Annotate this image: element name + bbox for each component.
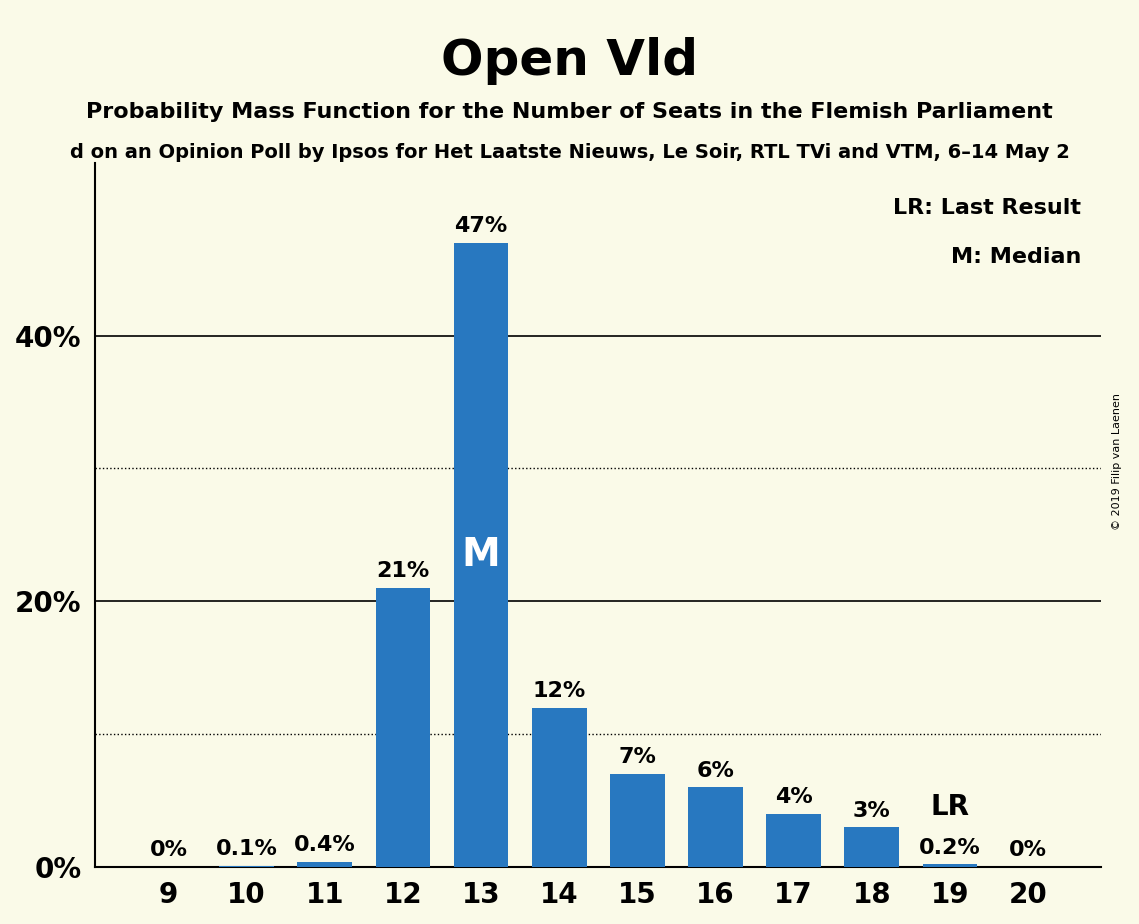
Bar <box>923 865 977 867</box>
Bar <box>688 787 743 867</box>
Text: 47%: 47% <box>454 216 508 236</box>
Bar <box>453 243 508 867</box>
Text: M: Median: M: Median <box>951 248 1081 267</box>
Text: 0%: 0% <box>149 841 188 860</box>
Text: Probability Mass Function for the Number of Seats in the Flemish Parliament: Probability Mass Function for the Number… <box>87 102 1052 122</box>
Text: © 2019 Filip van Laenen: © 2019 Filip van Laenen <box>1112 394 1122 530</box>
Text: 3%: 3% <box>853 800 891 821</box>
Text: 0%: 0% <box>1009 841 1047 860</box>
Text: LR: Last Result: LR: Last Result <box>893 198 1081 218</box>
Text: 0.4%: 0.4% <box>294 835 355 855</box>
Text: 4%: 4% <box>775 787 812 808</box>
Text: 6%: 6% <box>697 760 735 781</box>
Text: LR: LR <box>931 793 969 821</box>
Text: 0.2%: 0.2% <box>919 838 981 857</box>
Bar <box>767 814 821 867</box>
Text: 0.1%: 0.1% <box>215 839 278 859</box>
Text: 7%: 7% <box>618 748 656 768</box>
Text: d on an Opinion Poll by Ipsos for Het Laatste Nieuws, Le Soir, RTL TVi and VTM, : d on an Opinion Poll by Ipsos for Het La… <box>69 143 1070 163</box>
Bar <box>297 862 352 867</box>
Text: 12%: 12% <box>533 681 585 701</box>
Text: 21%: 21% <box>376 562 429 581</box>
Text: M: M <box>461 536 500 574</box>
Bar <box>532 708 587 867</box>
Text: Open Vld: Open Vld <box>441 37 698 85</box>
Bar <box>376 588 431 867</box>
Bar <box>220 866 274 867</box>
Bar <box>844 827 899 867</box>
Bar <box>611 774 665 867</box>
